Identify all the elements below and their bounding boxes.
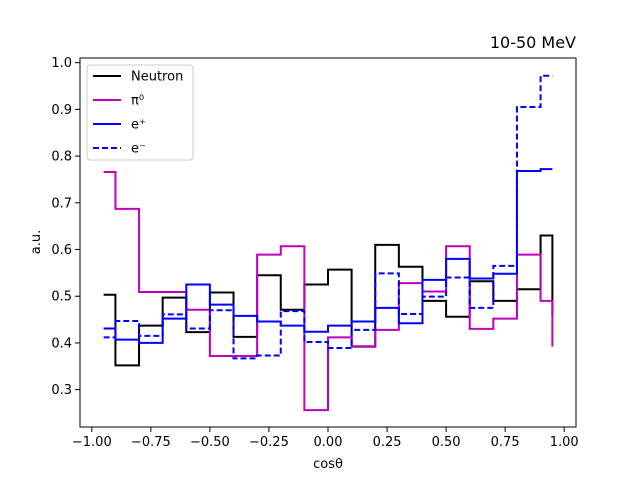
series-line-0-1: [103, 170, 554, 412]
x-tick-label: −0.50: [190, 435, 230, 450]
legend-label: e⁺: [131, 118, 146, 133]
x-tick-label: 0.00: [314, 435, 343, 450]
chart-title: 10-50 MeV: [490, 33, 576, 52]
legend-label: e⁻: [131, 142, 146, 157]
y-ticks: 0.3 0.4 0.5 0.6 0.7 0.8 0.9 1.0: [51, 56, 80, 398]
x-tick-label: −0.25: [249, 435, 289, 450]
series-line-e-3: [103, 74, 553, 360]
y-tick-label: 0.8: [51, 150, 72, 165]
x-tick-label: −0.75: [131, 435, 171, 450]
legend-label: Neutron: [131, 70, 183, 85]
y-tick-label: 0.6: [51, 243, 72, 258]
y-tick-label: 0.3: [51, 383, 72, 398]
legend: Neutron π⁰ e⁺ e⁻: [86, 64, 194, 161]
y-tick-label: 0.7: [51, 196, 72, 211]
legend-label: π⁰: [131, 94, 144, 109]
x-tick-label: 1.00: [550, 435, 579, 450]
x-tick-label: 0.50: [432, 435, 461, 450]
legend-box: [86, 64, 194, 161]
series-layer: [103, 74, 554, 412]
series-line-neutron-0: [103, 234, 554, 367]
x-tick-label: 0.75: [491, 435, 520, 450]
y-tick-label: 0.4: [51, 336, 72, 351]
y-tick-label: 0.5: [51, 290, 72, 305]
y-tick-label: 0.9: [51, 103, 72, 118]
x-tick-label: −1.00: [72, 435, 112, 450]
y-tick-label: 1.0: [51, 56, 72, 71]
x-ticks: −1.00 −0.75 −0.50 −0.25 0.00 0.25 0.50 0.75 1.00: [72, 427, 579, 450]
x-tick-label: 0.25: [373, 435, 402, 450]
y-axis-label: a.u.: [29, 230, 44, 254]
x-axis-label: cosθ: [313, 457, 343, 472]
series-line-e-2: [103, 168, 553, 344]
